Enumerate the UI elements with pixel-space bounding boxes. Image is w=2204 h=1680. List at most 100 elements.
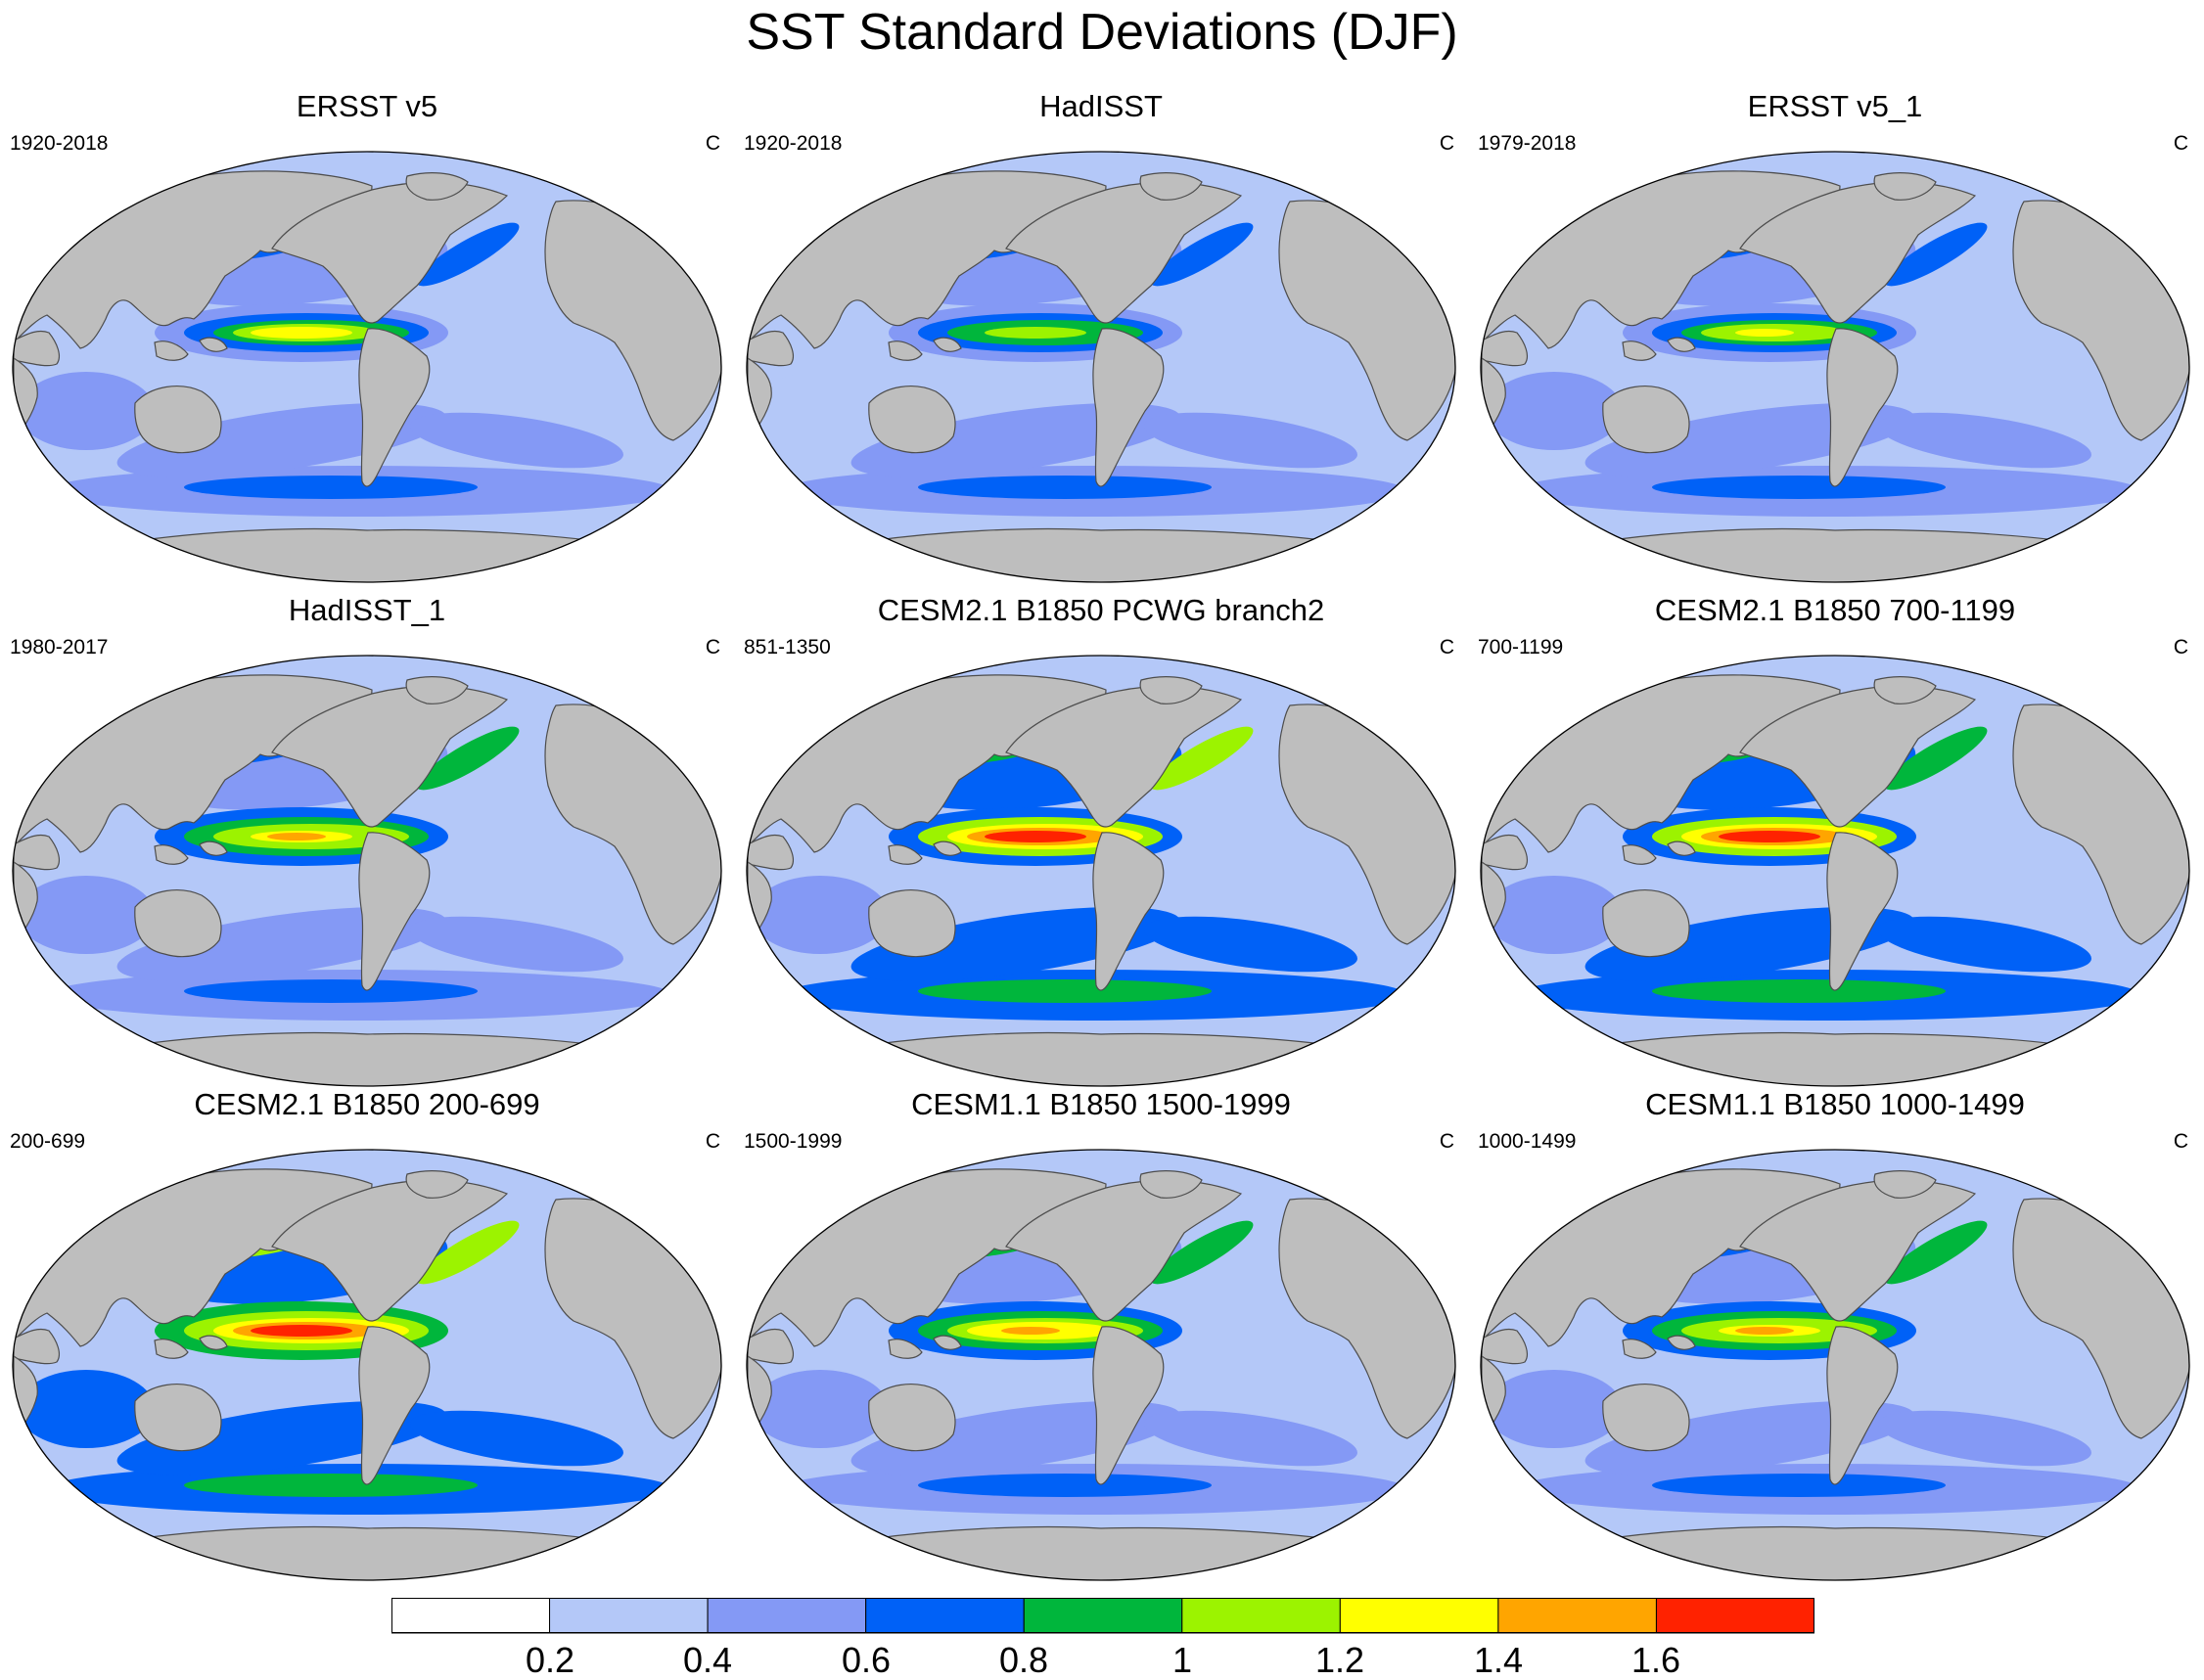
map-panel: CESM2.1 B1850 200-699 200-699 C bbox=[0, 1086, 734, 1595]
panel-title: CESM2.1 B1850 700-1199 bbox=[1654, 593, 2016, 627]
indian-ocean-band bbox=[1486, 1370, 1623, 1448]
panel-units: C bbox=[2173, 636, 2188, 658]
land-arabia bbox=[13, 330, 61, 367]
south-atlantic-band bbox=[1144, 1410, 1357, 1467]
map-panel: HadISST 1920-2018 C bbox=[734, 88, 1468, 597]
panel-units: C bbox=[705, 1130, 720, 1153]
colorbar-tick-label: 1.2 bbox=[1314, 1640, 1365, 1680]
south-atlantic-band bbox=[1144, 412, 1357, 469]
land-se-asia-islands bbox=[154, 840, 228, 865]
land-antarctica bbox=[1582, 1525, 2089, 1580]
land-greenland bbox=[1873, 172, 1937, 201]
map-panel: CESM1.1 B1850 1500-1999 1500-1999 C bbox=[734, 1086, 1468, 1595]
land-arabia bbox=[13, 834, 61, 871]
enso-tongue-core bbox=[1001, 833, 1060, 840]
indian-ocean-band bbox=[752, 876, 889, 954]
indian-ocean-band bbox=[752, 1370, 889, 1448]
panel-title: CESM1.1 B1850 1500-1999 bbox=[911, 1087, 1291, 1121]
indian-ocean-band bbox=[18, 372, 155, 450]
land-arabia bbox=[13, 1328, 61, 1365]
sst-map bbox=[1480, 655, 2190, 1087]
land-greenland bbox=[1139, 172, 1203, 201]
land-australia bbox=[1602, 1384, 1690, 1452]
gulf-stream bbox=[1884, 726, 1988, 791]
land-south-america bbox=[1092, 1326, 1165, 1485]
land-arabia bbox=[747, 330, 795, 367]
southern-ocean-core bbox=[918, 1474, 1212, 1497]
land-antarctica bbox=[1582, 527, 2089, 582]
figure-title: SST Standard Deviations (DJF) bbox=[746, 4, 1458, 61]
map-field bbox=[13, 656, 721, 1086]
indian-ocean-band bbox=[18, 1370, 155, 1448]
map-field bbox=[747, 1150, 1455, 1580]
panel-title: HadISST_1 bbox=[288, 593, 446, 627]
map-border bbox=[746, 655, 1456, 1087]
colorbar-tick-label: 1 bbox=[1171, 1640, 1193, 1680]
panel-period: 1000-1499 bbox=[1478, 1130, 1577, 1153]
colorbar-swatch bbox=[1497, 1598, 1657, 1634]
land-south-america bbox=[1092, 328, 1165, 487]
south-atlantic-band bbox=[410, 916, 623, 973]
map-field bbox=[1481, 1150, 2189, 1580]
panel-units: C bbox=[705, 636, 720, 658]
land-antarctica bbox=[848, 527, 1355, 582]
panel-units: C bbox=[1439, 1130, 1454, 1153]
colorbar-swatch bbox=[1655, 1598, 1814, 1634]
gulf-stream bbox=[1884, 222, 1988, 287]
southern-ocean-core bbox=[184, 1474, 478, 1497]
land-greenland bbox=[1139, 1170, 1203, 1199]
land-south-america bbox=[358, 832, 431, 991]
colorbar-tick-label: 1.6 bbox=[1630, 1640, 1681, 1680]
enso-tongue-core bbox=[267, 833, 326, 840]
land-north-america bbox=[271, 685, 509, 828]
land-antarctica bbox=[1582, 1031, 2089, 1086]
land-australia bbox=[1602, 889, 1690, 958]
enso-tongue-core bbox=[1735, 1327, 1794, 1335]
land-greenland bbox=[405, 676, 469, 704]
map-field bbox=[1481, 656, 2189, 1086]
land-arabia bbox=[1481, 330, 1529, 367]
land-south-america bbox=[1826, 832, 1899, 991]
colorbar-swatch bbox=[707, 1598, 867, 1634]
map-field bbox=[13, 1150, 721, 1580]
land-greenland bbox=[1873, 1170, 1937, 1199]
land-arabia bbox=[747, 834, 795, 871]
land-australia bbox=[868, 386, 956, 454]
panel-units: C bbox=[1439, 132, 1454, 155]
sst-map bbox=[12, 655, 722, 1087]
map-field bbox=[747, 656, 1455, 1086]
sst-map bbox=[12, 1149, 722, 1581]
land-se-asia-islands bbox=[888, 840, 962, 865]
map-border bbox=[746, 1149, 1456, 1581]
colorbar-swatch bbox=[865, 1598, 1025, 1634]
land-antarctica bbox=[848, 1031, 1355, 1086]
land-greenland bbox=[405, 1170, 469, 1199]
sst-map bbox=[746, 655, 1456, 1087]
panel-period: 1979-2018 bbox=[1478, 132, 1577, 155]
colorbar-frame bbox=[391, 1598, 1814, 1633]
map-panel: CESM1.1 B1850 1000-1499 1000-1499 C bbox=[1468, 1086, 2202, 1595]
land-north-america bbox=[1739, 181, 1977, 324]
sst-map bbox=[12, 151, 722, 583]
land-antarctica bbox=[848, 1525, 1355, 1580]
panel-units: C bbox=[705, 132, 720, 155]
land-north-america bbox=[1005, 181, 1243, 324]
land-australia bbox=[134, 1384, 222, 1452]
map-panel: ERSST v5 1920-2018 C bbox=[0, 88, 734, 597]
southern-ocean-core bbox=[184, 476, 478, 499]
gulf-stream bbox=[1150, 726, 1254, 791]
enso-tongue-core bbox=[1735, 329, 1794, 337]
map-panel: CESM2.1 B1850 700-1199 700-1199 C bbox=[1468, 592, 2202, 1101]
south-atlantic-band bbox=[1878, 412, 2091, 469]
colorbar-tick-label: 0.8 bbox=[998, 1640, 1049, 1680]
gulf-stream bbox=[416, 726, 520, 791]
panel-title: ERSST v5_1 bbox=[1747, 89, 1923, 123]
gulf-stream bbox=[1150, 222, 1254, 287]
colorbar bbox=[391, 1598, 1814, 1634]
south-atlantic-band bbox=[1878, 916, 2091, 973]
panel-period: 1920-2018 bbox=[744, 132, 843, 155]
gulf-stream bbox=[1150, 1220, 1254, 1285]
map-border bbox=[12, 655, 722, 1087]
land-south-america bbox=[358, 1326, 431, 1485]
panel-period: 700-1199 bbox=[1478, 636, 1564, 658]
